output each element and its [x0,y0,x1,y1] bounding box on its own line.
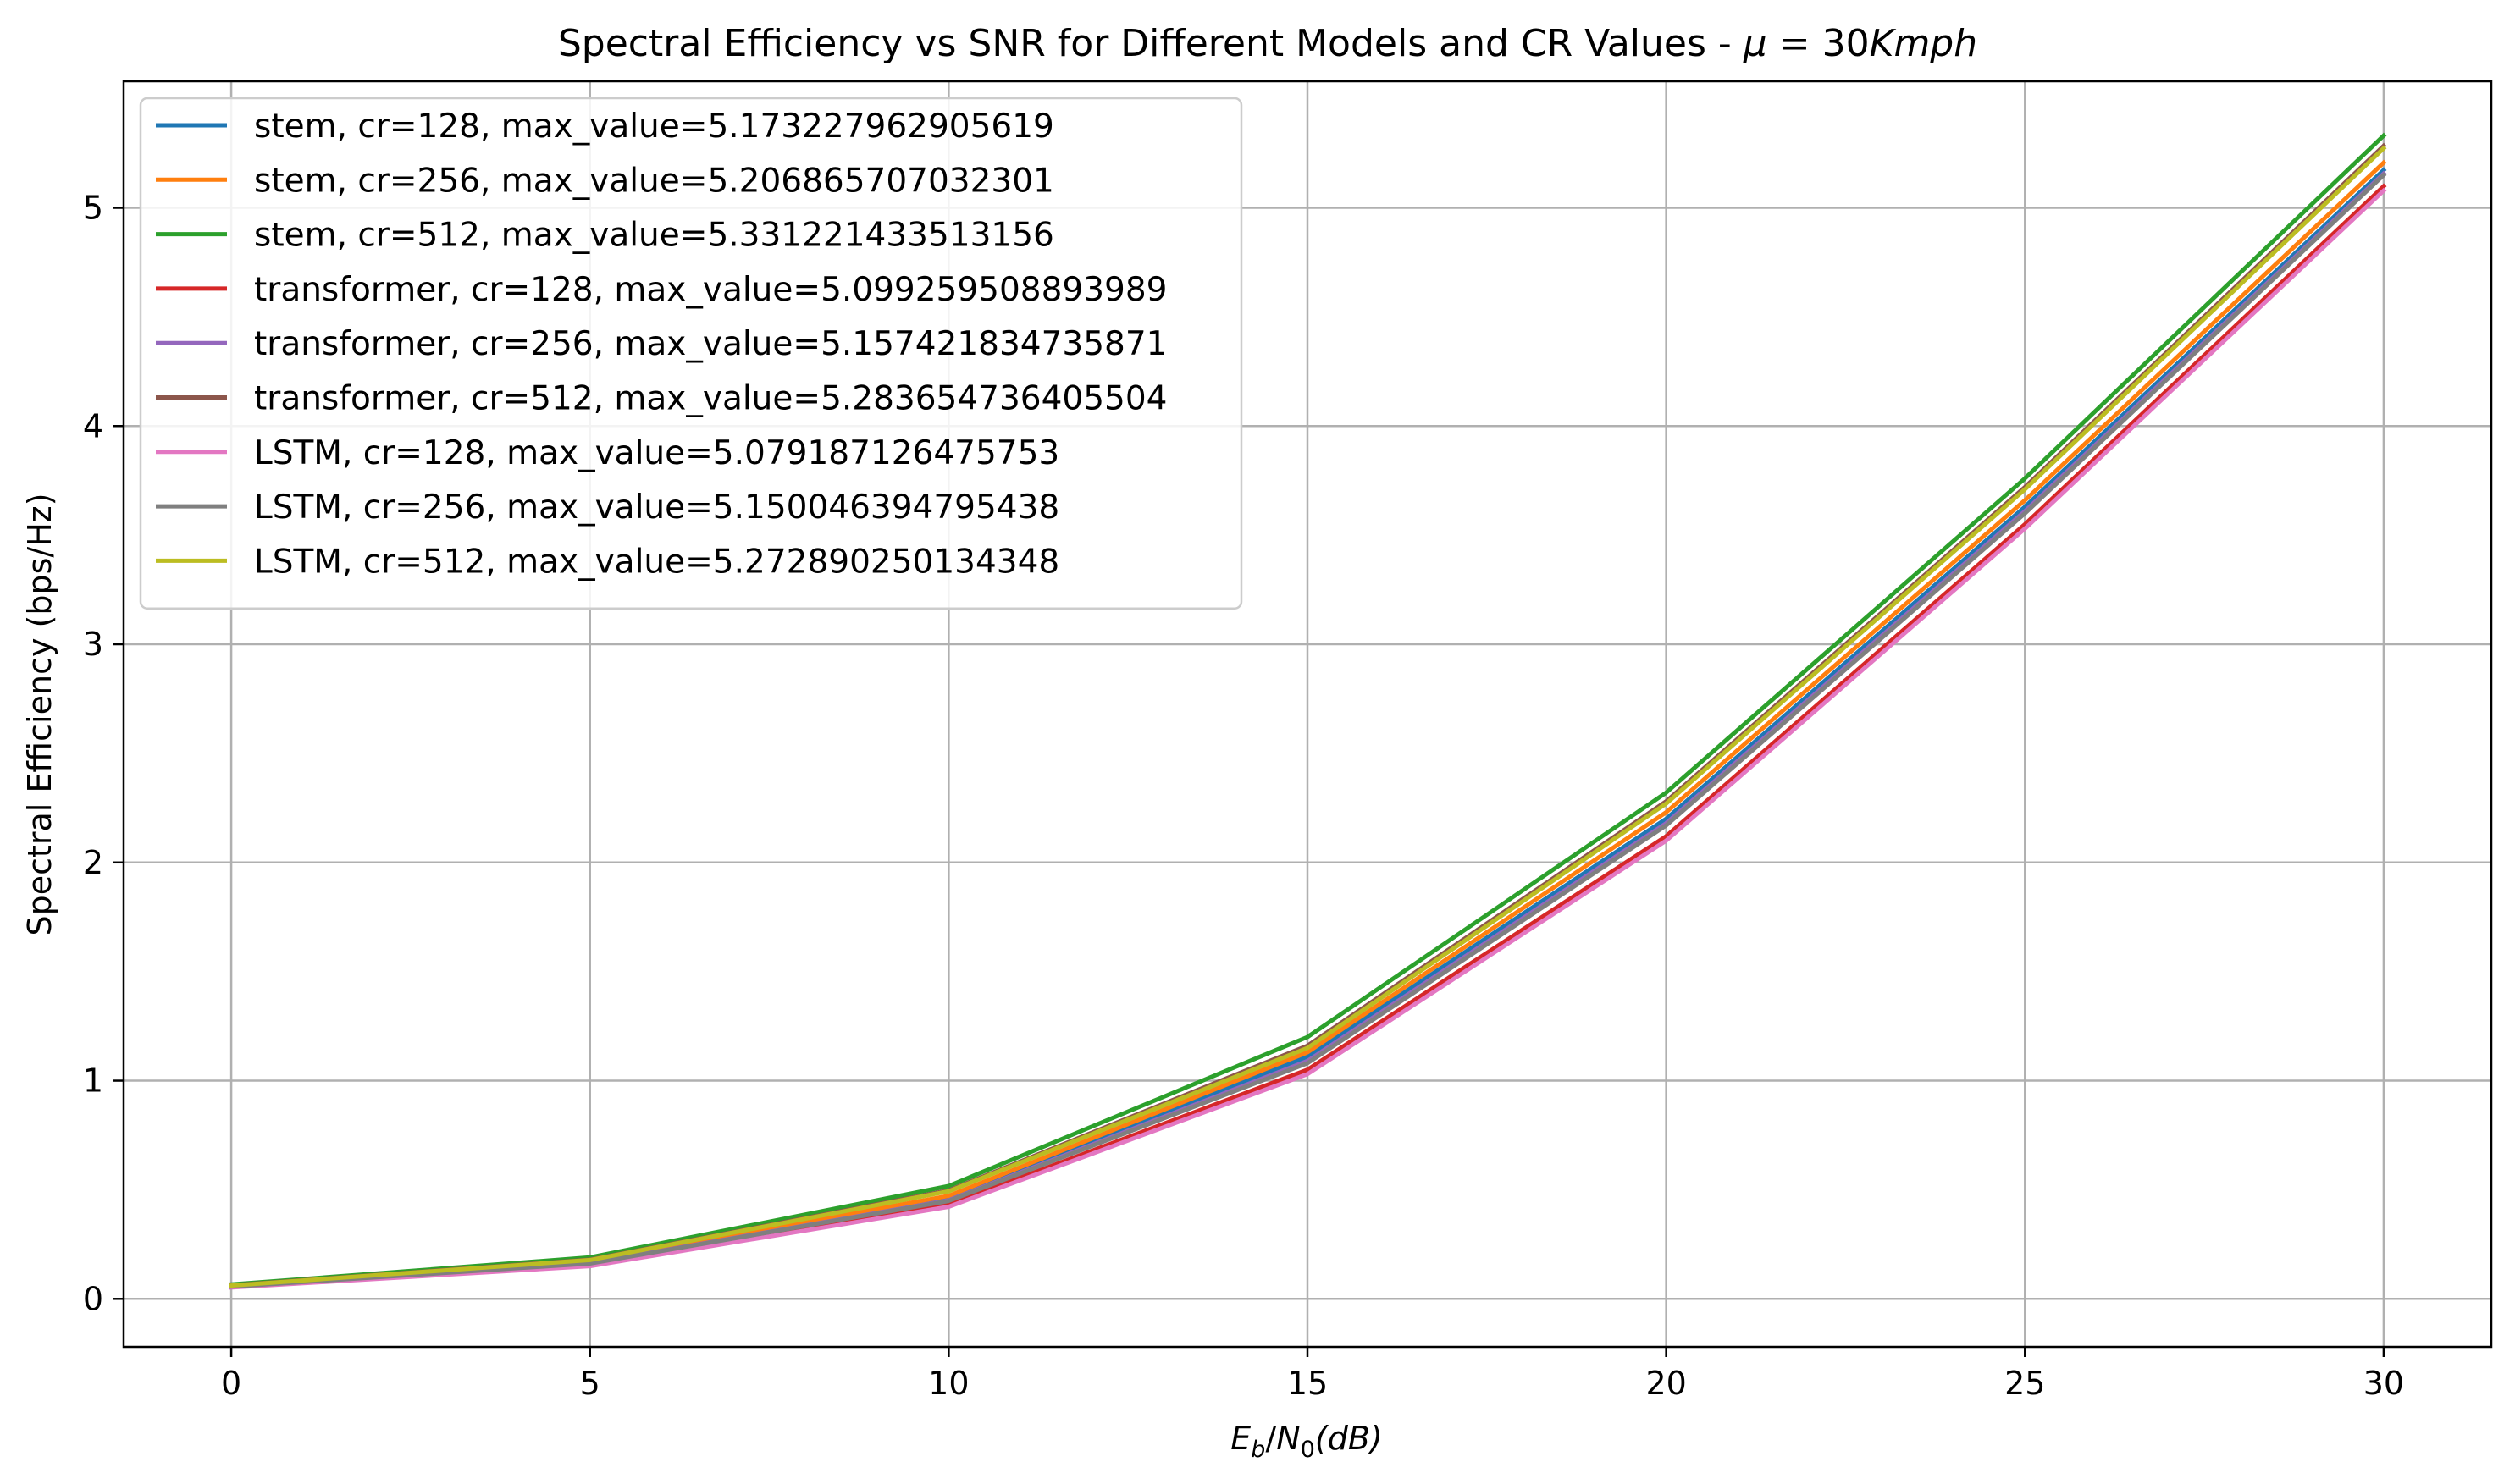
legend-label: transformer, cr=512, max_value=5.2836547… [254,380,1167,418]
y-tick-label: 2 [83,844,103,881]
legend-label: LSTM, cr=256, max_value=5.15004639479543… [254,488,1059,527]
series-line [229,132,2387,1287]
chart-title: Spectral Efficiency vs SNR for Different… [558,22,1977,65]
legend-label: stem, cr=128, max_value=5.17322796290561… [254,108,1054,146]
legend-box [139,97,1243,610]
legend-items: stem, cr=128, max_value=5.17322796290561… [156,108,1167,581]
series-lines [229,132,2387,1290]
series-line [229,172,2387,1289]
legend-label: transformer, cr=128, max_value=5.0992595… [254,271,1167,309]
y-tick-label: 0 [83,1280,103,1317]
y-tick-label: 5 [83,190,103,227]
x-tick-label: 10 [928,1365,969,1402]
legend-label: stem, cr=256, max_value=5.20686570703230… [254,162,1054,200]
y-tick-label: 3 [83,626,103,663]
legend-label: LSTM, cr=128, max_value=5.07918712647575… [254,434,1059,472]
x-tick-label: 20 [1645,1365,1686,1402]
legend: stem, cr=128, max_value=5.17322796290561… [139,97,1243,610]
legend-label: LSTM, cr=512, max_value=5.27289025013434… [254,543,1059,581]
x-axis-label: Eb/N0(dB) [1230,1420,1382,1463]
y-axis-label: Spectral Efficiency (bps/Hz) [21,493,58,935]
y-tick-label: 1 [83,1062,103,1100]
x-tick-label: 30 [2363,1365,2404,1402]
series-line [229,187,2387,1290]
x-axis-ticks: 0 5 10 15 20 25 30 [221,1347,2404,1402]
x-tick-label: 5 [580,1365,600,1402]
x-tick-label: 15 [1287,1365,1328,1402]
legend-label: transformer, cr=256, max_value=5.1574218… [254,325,1167,363]
y-axis-ticks: 0 1 2 3 4 5 [83,190,124,1317]
y-tick-label: 4 [83,407,103,444]
series-line [229,145,2387,1288]
legend-label: stem, cr=512, max_value=5.33122143351315… [254,217,1054,255]
x-tick-label: 0 [221,1365,241,1402]
x-tick-label: 25 [2004,1365,2045,1402]
